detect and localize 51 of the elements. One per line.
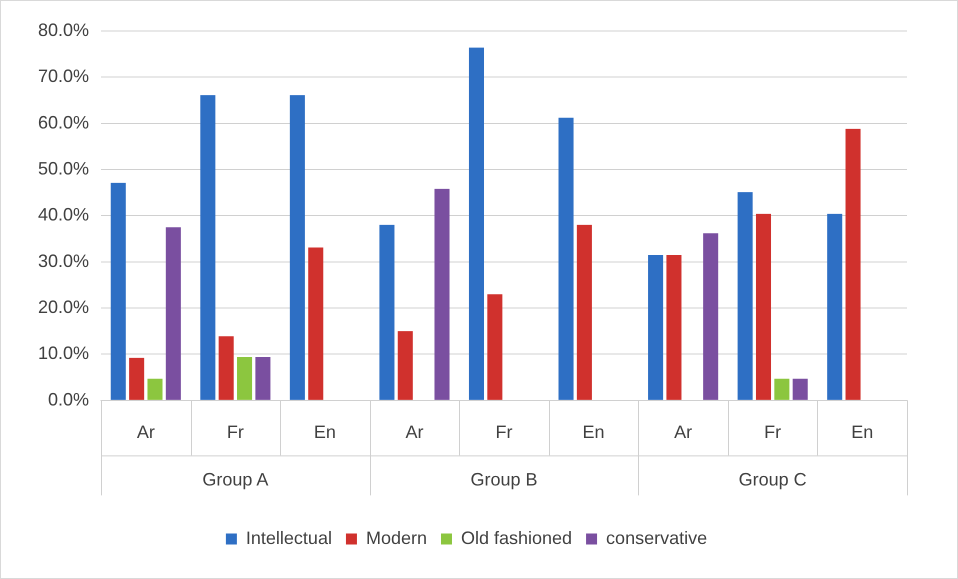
bar — [846, 128, 861, 400]
x-tick-label: Fr — [226, 422, 244, 442]
bar — [648, 254, 664, 400]
bar — [218, 336, 234, 400]
bar — [379, 224, 394, 400]
y-tick-label: 30.0% — [38, 250, 90, 271]
y-tick-label: 70.0% — [38, 66, 90, 86]
bar — [703, 233, 718, 400]
x-tick-label: Ar — [674, 422, 692, 442]
y-tick-label: 40.0% — [38, 204, 90, 225]
bar — [792, 378, 808, 400]
legend-label: Modern — [366, 528, 427, 548]
x-tick-label: En — [314, 422, 336, 442]
y-tick-label: 50.0% — [38, 158, 90, 178]
bar — [110, 182, 126, 400]
bar — [255, 356, 270, 400]
bar — [558, 118, 574, 400]
bar — [434, 188, 450, 400]
bar — [576, 224, 592, 400]
bar — [237, 356, 252, 400]
bar — [308, 248, 324, 400]
bar — [290, 95, 305, 400]
legend-label: conservative — [606, 528, 708, 548]
bar — [487, 294, 502, 400]
x-tick-label: Ar — [136, 422, 155, 442]
bar — [827, 214, 842, 400]
x-tick-label: Fr — [764, 422, 782, 442]
bar — [666, 254, 682, 400]
bar — [200, 95, 216, 400]
bar — [756, 214, 772, 400]
y-tick-label: 0.0% — [48, 389, 90, 410]
y-tick-label: 20.0% — [38, 297, 90, 318]
text: Group A — [202, 469, 268, 490]
x-tick-label: Fr — [496, 422, 513, 442]
text: Group B — [470, 469, 538, 490]
bar — [147, 378, 163, 400]
legend-label: Intellectual — [246, 528, 332, 548]
legend-label: Old fashioned — [460, 528, 572, 548]
x-tick-label: Ar — [405, 422, 424, 442]
y-tick-label: 60.0% — [38, 112, 90, 132]
bar — [166, 227, 181, 400]
x-tick-label: En — [582, 422, 605, 442]
bar — [398, 331, 413, 400]
bar — [129, 358, 144, 400]
text: Group C — [738, 469, 807, 490]
bar — [738, 192, 753, 400]
bar — [468, 48, 484, 400]
y-tick-label: 10.0% — [38, 343, 90, 364]
bar — [774, 378, 790, 400]
x-tick-label: En — [851, 422, 874, 442]
y-tick-label: 80.0% — [38, 20, 90, 40]
